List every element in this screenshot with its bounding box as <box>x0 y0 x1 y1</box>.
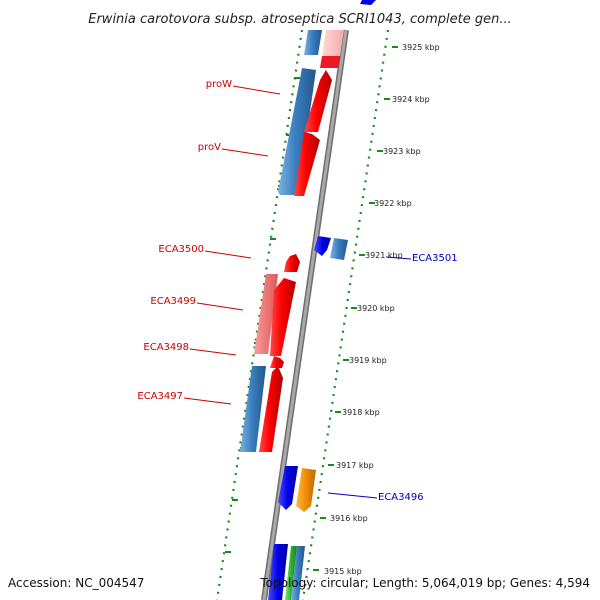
outer-dotted-ruler <box>301 29 390 600</box>
gene-label-text: ECA3501 <box>412 253 458 264</box>
kbp-label: 3918 kbp <box>342 408 380 417</box>
kbp-tick: 3919 kbp <box>247 356 387 396</box>
gene-arrow-ECA3500[interactable] <box>284 254 300 272</box>
gene-arrow[interactable] <box>320 56 340 68</box>
gene-label-ECA3500[interactable]: ECA3500 <box>158 244 252 259</box>
gene-features <box>240 0 376 600</box>
kbp-label: 3923 kbp <box>383 147 421 156</box>
gene-label-proW[interactable]: proW <box>206 79 281 95</box>
genome-backbone <box>261 29 349 600</box>
gene-label-text: proV <box>198 142 221 153</box>
gene-label-ECA3497[interactable]: ECA3497 <box>137 391 232 405</box>
kbp-tick: 3917 kbp <box>232 461 374 501</box>
gene-arrow[interactable] <box>304 30 322 55</box>
gene-label-ECA3498[interactable]: ECA3498 <box>143 342 237 356</box>
gene-arrow-bottom-light-blue[interactable] <box>291 546 305 600</box>
gene-label-text: ECA3500 <box>158 244 204 255</box>
gene-arrow-dark-blue[interactable] <box>278 466 298 510</box>
inner-dotted-ruler <box>215 29 304 600</box>
gene-arrow-bottom-blue[interactable] <box>268 544 288 600</box>
kbp-label: 3917 kbp <box>336 461 374 470</box>
kbp-label: 3919 kbp <box>349 356 387 365</box>
gene-arrow-ECA3499[interactable] <box>270 278 296 356</box>
gene-label-text: ECA3499 <box>150 296 196 307</box>
gene-label-ECA3496[interactable]: ECA3496 <box>327 492 424 503</box>
gene-arrow-proW[interactable] <box>304 70 332 132</box>
tick-rulers <box>215 29 390 600</box>
gene-arrow[interactable] <box>322 30 344 56</box>
gene-arrow-bottom-green[interactable] <box>285 546 297 600</box>
gene-arrow-ECA3499-light[interactable] <box>254 274 278 354</box>
map-title: Erwinia carotovora subsp. atroseptica SC… <box>88 12 511 27</box>
kbp-label: 3921 kbp <box>365 251 403 260</box>
gene-arrow-ECA3497[interactable] <box>259 366 283 452</box>
kbp-ticks: 3925 kbp 3924 kbp 3923 kbp 3922 kbp 3921… <box>225 43 440 576</box>
gene-label-proV[interactable]: proV <box>198 142 269 157</box>
kbp-label: 3925 kbp <box>402 43 440 52</box>
gene-label-ECA3501[interactable]: ECA3501 <box>385 253 458 264</box>
gene-label-text: ECA3497 <box>137 391 183 402</box>
gene-arrow-proV[interactable] <box>294 132 320 196</box>
kbp-label: 3922 kbp <box>374 199 412 208</box>
gene-arrow[interactable] <box>360 0 376 5</box>
accession-text: Accession: NC_004547 <box>8 576 144 590</box>
kbp-tick: 3922 kbp <box>270 199 412 240</box>
kbp-tick: 3916 kbp <box>225 514 368 553</box>
kbp-tick: 3925 kbp <box>294 43 440 79</box>
kbp-label: 3916 kbp <box>330 514 368 523</box>
gene-arrow-ECA3497-reverse[interactable] <box>240 366 266 452</box>
kbp-tick: 3915 kbp <box>313 567 362 576</box>
genome-summary-text: Topology: circular; Length: 5,064,019 bp… <box>259 576 590 590</box>
gene-arrow-ECA3501-a[interactable] <box>314 236 331 256</box>
gene-label-ECA3499[interactable]: ECA3499 <box>150 296 244 311</box>
kbp-label: 3924 kbp <box>392 95 430 104</box>
gene-label-text: ECA3498 <box>143 342 189 353</box>
gene-arrow-ECA3501-b[interactable] <box>330 238 348 260</box>
gene-arrow-proW-reverse[interactable] <box>278 68 316 195</box>
kbp-label: 3915 kbp <box>324 567 362 576</box>
gene-arrow-ECA3498[interactable] <box>270 356 284 368</box>
gene-arrow-ECA3496[interactable] <box>296 468 316 512</box>
kbp-label: 3920 kbp <box>357 304 395 313</box>
gene-label-text: ECA3496 <box>378 492 424 503</box>
gene-label-text: proW <box>206 79 232 90</box>
gene-labels: proW proV ECA3500 ECA3499 ECA3498 ECA349… <box>137 79 457 503</box>
